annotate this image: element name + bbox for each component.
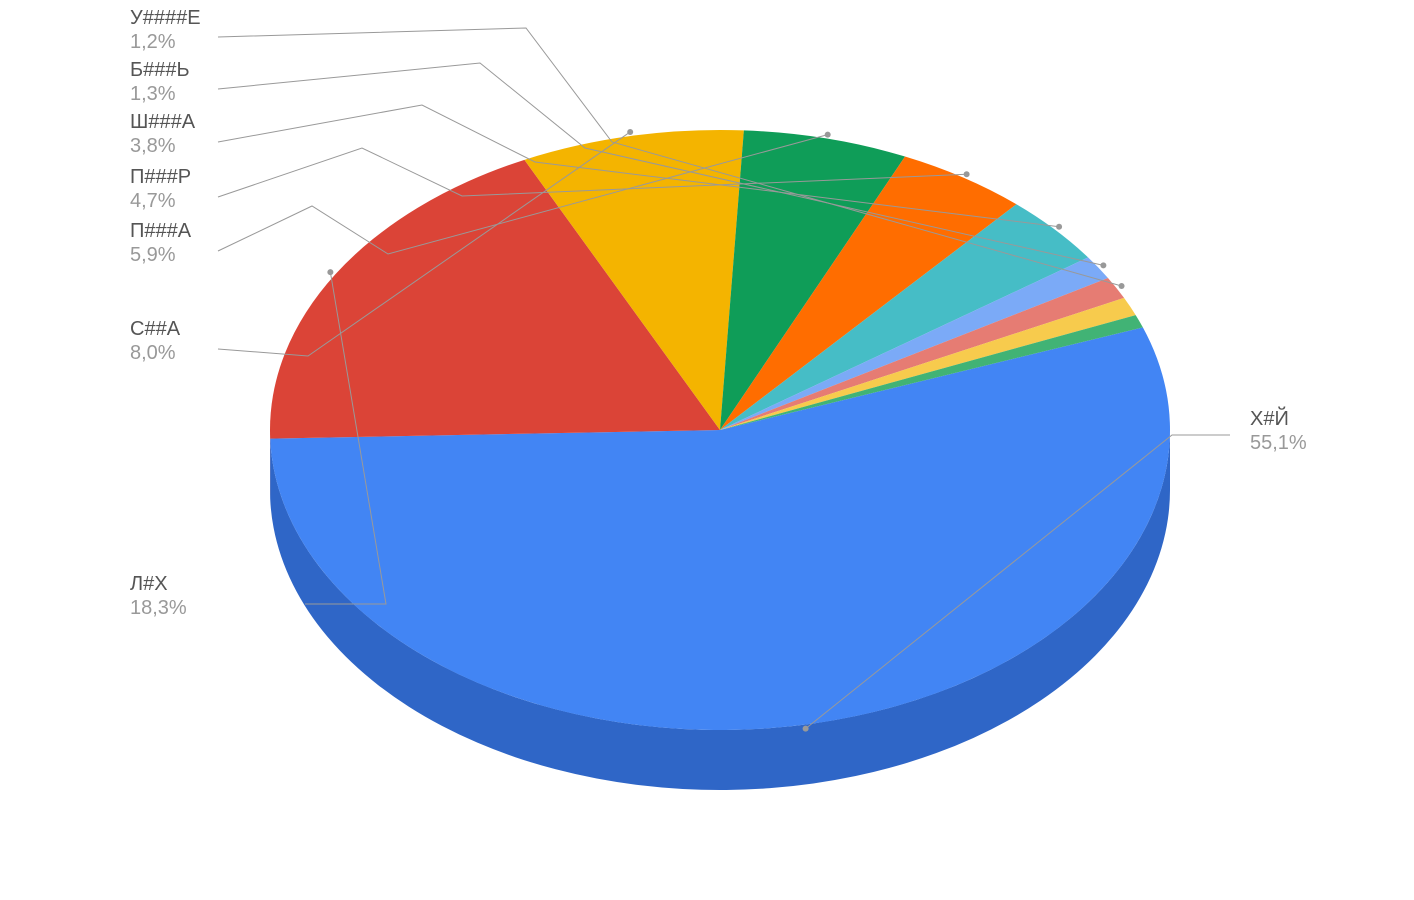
slice-percent: 4,7% <box>130 190 176 212</box>
slice-percent: 1,2% <box>130 31 176 53</box>
pie-chart-3d: Х#Й55,1% Л#Х18,3% С##А8,0% П###А5,9% П###Р4,… <box>0 0 1414 900</box>
slice-percent: 1,3% <box>130 83 176 105</box>
slice-percent: 5,9% <box>130 244 176 266</box>
slice-label: П###А <box>130 220 192 242</box>
slice-percent: 18,3% <box>130 597 187 619</box>
slice-label: Х#Й <box>1250 406 1289 430</box>
slice-label: У####Е <box>130 7 201 29</box>
slice-percent: 55,1% <box>1250 432 1307 454</box>
slice-label: Л#Х <box>130 573 168 595</box>
slice-label: Ш###А <box>130 111 196 133</box>
pie-chart-svg: Х#Й55,1% Л#Х18,3% С##А8,0% П###А5,9% П###Р4,… <box>0 0 1414 900</box>
slice-label: П###Р <box>130 166 191 188</box>
slice-label: Б###Ь <box>130 59 190 81</box>
slice-percent: 8,0% <box>130 342 176 364</box>
slice-label: С##А <box>130 318 181 340</box>
slice-percent: 3,8% <box>130 135 176 157</box>
